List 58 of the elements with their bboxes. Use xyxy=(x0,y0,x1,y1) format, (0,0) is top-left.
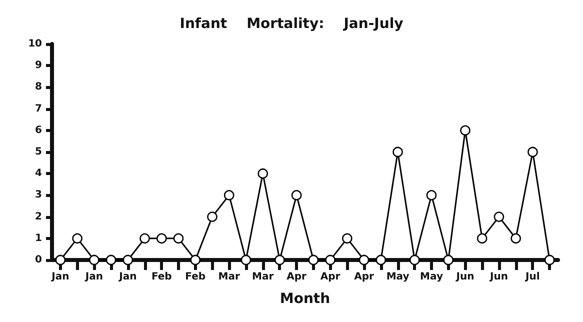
point xyxy=(240,254,252,266)
x-tick-label: Apr xyxy=(320,272,340,282)
point xyxy=(409,254,420,266)
point xyxy=(106,254,116,266)
point xyxy=(173,233,184,244)
x-tick-label: Jan xyxy=(84,272,103,282)
point xyxy=(190,254,201,266)
x-tick-label: Jan xyxy=(50,272,70,282)
point xyxy=(494,212,504,222)
point xyxy=(258,168,268,179)
point xyxy=(358,254,370,266)
point xyxy=(544,254,555,266)
x-tick-label: Mar xyxy=(252,272,274,282)
y-tick-label: 3 xyxy=(35,190,42,201)
point xyxy=(392,146,403,158)
x-tick-label: Feb xyxy=(151,272,172,282)
point xyxy=(476,233,488,244)
point xyxy=(224,190,234,200)
point xyxy=(89,254,100,266)
point xyxy=(510,233,521,244)
y-tick-label: 2 xyxy=(35,211,42,222)
point xyxy=(274,254,285,266)
point xyxy=(376,254,386,266)
x-tick-label: Jan xyxy=(118,272,137,282)
y-tick-label: 5 xyxy=(35,146,42,158)
y-tick-label: 1 xyxy=(35,232,42,244)
x-tick-label: Jul xyxy=(524,272,540,282)
x-tick-label: May xyxy=(386,272,410,282)
point xyxy=(443,254,454,266)
y-tick-label: 6 xyxy=(35,124,42,136)
x-tick-label: Mar xyxy=(218,272,240,282)
point xyxy=(308,254,319,266)
x-tick-label: Feb xyxy=(185,272,206,282)
point xyxy=(342,233,352,244)
point xyxy=(140,233,150,244)
y-tick-label: 10 xyxy=(28,38,42,50)
point xyxy=(291,190,302,200)
point xyxy=(156,233,167,244)
y-tick-label: 0 xyxy=(35,254,42,266)
y-tick-label: 8 xyxy=(35,82,42,93)
y-tick-label: 4 xyxy=(35,168,42,180)
point xyxy=(55,254,66,266)
x-tick-label: May xyxy=(420,272,444,282)
point xyxy=(122,254,134,266)
x-tick-label: Jun xyxy=(488,272,508,282)
chart-title: Infant Mortality: Jan-July xyxy=(180,16,404,32)
x-axis-title: Month xyxy=(280,291,330,307)
x-tick-label: Apr xyxy=(354,272,374,282)
x-tick-label: Jun xyxy=(455,272,474,282)
point xyxy=(207,212,218,222)
y-tick-label: 7 xyxy=(35,103,42,114)
point xyxy=(325,254,336,266)
point xyxy=(72,233,82,244)
point xyxy=(528,146,538,158)
y-tick-label: 9 xyxy=(35,60,42,72)
point xyxy=(426,190,437,200)
x-tick-label: Apr xyxy=(286,272,307,282)
point xyxy=(460,125,470,136)
